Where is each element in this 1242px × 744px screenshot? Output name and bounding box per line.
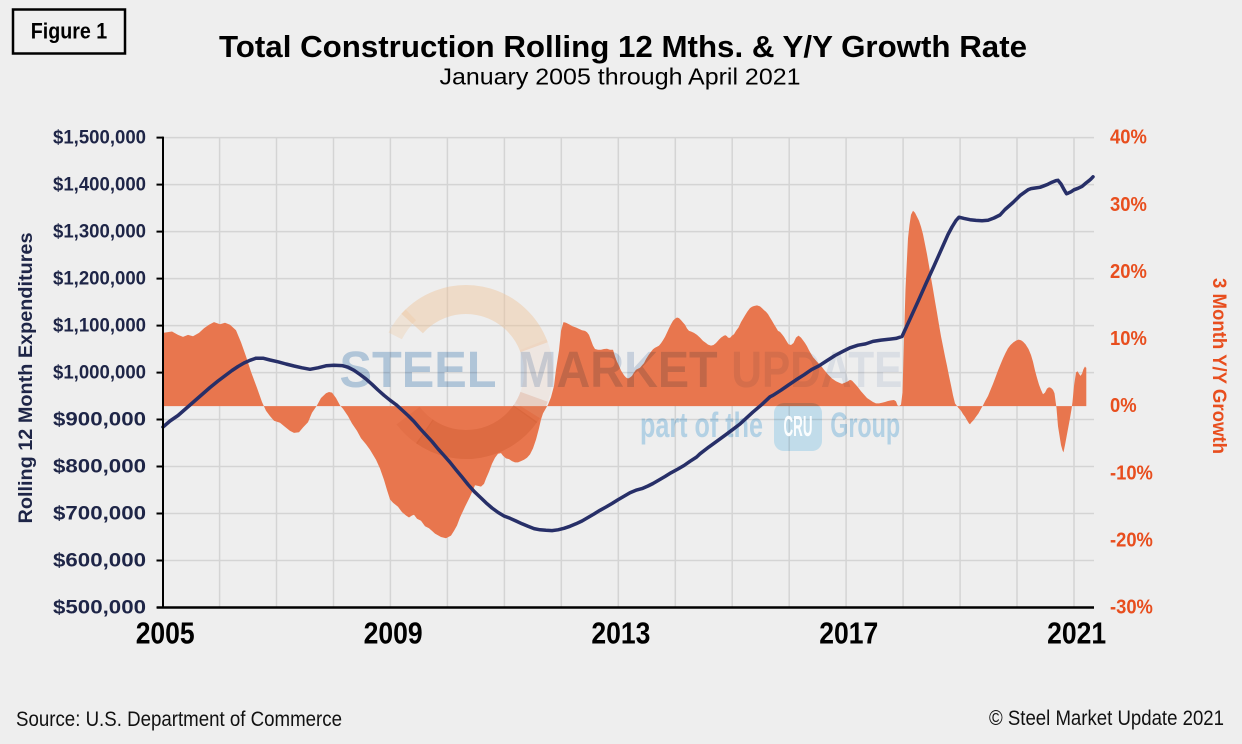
- svg-text:CRU: CRU: [784, 411, 813, 443]
- svg-text:$1,400,000: $1,400,000: [53, 173, 146, 195]
- svg-text:part of the: part of the: [640, 406, 763, 445]
- svg-text:$500,000: $500,000: [53, 596, 146, 618]
- svg-text:2017: 2017: [819, 617, 878, 651]
- svg-text:$800,000: $800,000: [53, 455, 146, 477]
- svg-text:$900,000: $900,000: [53, 408, 146, 430]
- svg-text:Rolling 12 Month Expenditures: Rolling 12 Month Expenditures: [15, 232, 37, 523]
- svg-text:UPDATE: UPDATE: [731, 341, 902, 398]
- svg-text:STEEL: STEEL: [340, 341, 497, 398]
- svg-text:40%: 40%: [1110, 127, 1147, 149]
- svg-text:$600,000: $600,000: [53, 549, 146, 571]
- svg-text:Source: U.S. Department of Com: Source: U.S. Department of Commerce: [16, 708, 342, 731]
- svg-text:10%: 10%: [1110, 328, 1147, 350]
- svg-text:$1,200,000: $1,200,000: [53, 267, 146, 289]
- svg-text:3 Month Y/Y Growth: 3 Month Y/Y Growth: [1208, 278, 1230, 454]
- svg-text:Group: Group: [830, 406, 900, 445]
- svg-text:-20%: -20%: [1110, 530, 1153, 552]
- svg-text:© Steel Market Update 2021: © Steel Market Update 2021: [989, 707, 1224, 730]
- svg-text:2009: 2009: [364, 617, 423, 651]
- svg-text:MARKET: MARKET: [518, 341, 718, 398]
- svg-text:$1,300,000: $1,300,000: [53, 220, 146, 242]
- svg-text:Figure 1: Figure 1: [31, 19, 108, 44]
- svg-text:0%: 0%: [1110, 395, 1137, 417]
- svg-text:$1,500,000: $1,500,000: [53, 126, 146, 148]
- svg-text:2005: 2005: [136, 617, 195, 651]
- svg-text:-30%: -30%: [1110, 597, 1153, 619]
- svg-text:-10%: -10%: [1110, 462, 1153, 484]
- svg-text:20%: 20%: [1110, 261, 1147, 283]
- svg-text:$1,000,000: $1,000,000: [53, 361, 146, 383]
- svg-text:Total Construction Rolling 12: Total Construction Rolling 12 Mths. & Y/…: [219, 30, 1027, 64]
- svg-text:January 2005 through April 202: January 2005 through April 2021: [440, 64, 801, 90]
- svg-text:30%: 30%: [1110, 194, 1147, 216]
- svg-text:$1,100,000: $1,100,000: [53, 314, 146, 336]
- svg-text:2021: 2021: [1047, 617, 1106, 651]
- svg-text:$700,000: $700,000: [53, 502, 146, 524]
- svg-text:2013: 2013: [591, 617, 650, 651]
